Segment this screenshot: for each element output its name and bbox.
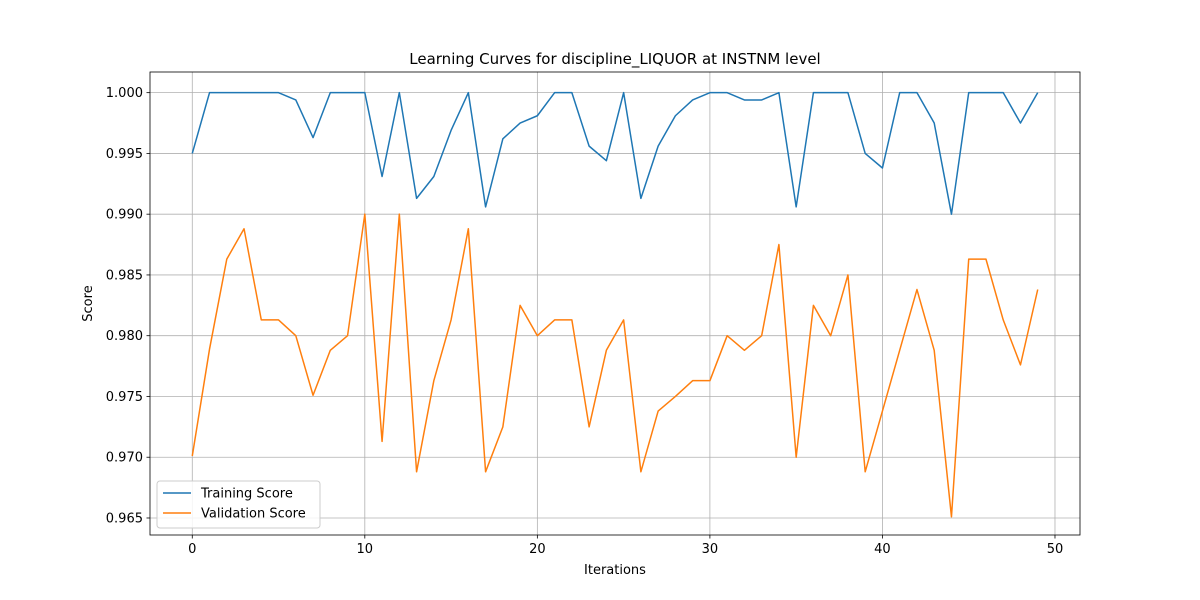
series-lines [191, 91, 1039, 518]
x-tick-label: 50 [1047, 542, 1064, 557]
grid-lines [150, 72, 1080, 535]
legend: Training Score Validation Score [156, 480, 321, 529]
x-axis-label: Iterations [584, 563, 646, 578]
x-tick-label: 30 [702, 542, 719, 557]
x-tick-label: 0 [188, 542, 196, 557]
x-axis-ticks: 0 10 20 30 40 50 [188, 535, 1063, 557]
y-axis-label: Score [81, 285, 96, 321]
y-axis-ticks: 0.965 0.970 0.975 0.980 0.985 0.990 0.995 1.000 [106, 86, 150, 526]
y-tick-label: 0.995 [106, 147, 143, 162]
y-tick-label: 1.000 [106, 86, 143, 101]
y-tick-label: 0.975 [106, 390, 143, 405]
legend-label-training: Training Score [200, 487, 293, 502]
y-tick-label: 0.970 [106, 451, 143, 466]
y-tick-label: 0.990 [106, 208, 143, 223]
plot-frame [149, 71, 1081, 536]
chart-title: Learning Curves for discipline_LIQUOR at… [409, 50, 820, 69]
validation-score-line [191, 213, 1039, 518]
x-tick-label: 10 [357, 542, 374, 557]
y-tick-label: 0.985 [106, 268, 143, 283]
y-tick-label: 0.965 [106, 511, 143, 526]
x-tick-label: 20 [529, 542, 546, 557]
legend-box [156, 480, 321, 529]
y-tick-label: 0.980 [106, 329, 143, 344]
training-score-line [191, 91, 1039, 215]
x-tick-label: 40 [874, 542, 891, 557]
legend-label-validation: Validation Score [201, 507, 306, 522]
